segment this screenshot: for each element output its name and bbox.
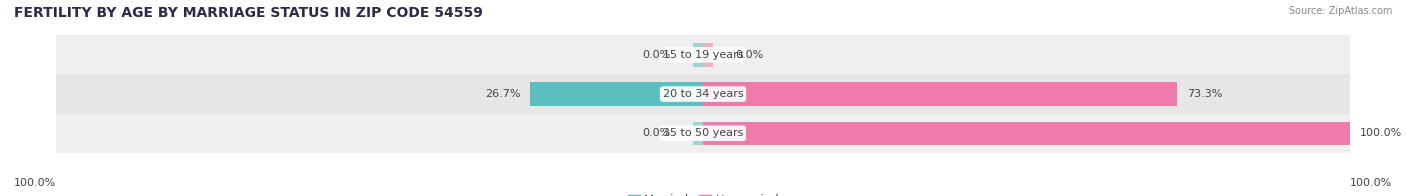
Text: 0.0%: 0.0% — [735, 50, 763, 60]
Text: FERTILITY BY AGE BY MARRIAGE STATUS IN ZIP CODE 54559: FERTILITY BY AGE BY MARRIAGE STATUS IN Z… — [14, 6, 482, 20]
Text: 100.0%: 100.0% — [14, 178, 56, 188]
Text: Source: ZipAtlas.com: Source: ZipAtlas.com — [1288, 6, 1392, 16]
Bar — [56, 35, 1350, 74]
Bar — [56, 114, 1350, 153]
Text: 100.0%: 100.0% — [1360, 128, 1402, 138]
Text: 0.0%: 0.0% — [643, 128, 671, 138]
Bar — [693, 43, 703, 67]
Text: 0.0%: 0.0% — [643, 50, 671, 60]
Bar — [703, 43, 713, 67]
Bar — [703, 122, 1350, 145]
Text: 73.3%: 73.3% — [1187, 89, 1222, 99]
Bar — [530, 82, 703, 106]
Text: 100.0%: 100.0% — [1350, 178, 1392, 188]
Bar — [56, 74, 1350, 114]
Bar — [693, 122, 703, 145]
Text: 26.7%: 26.7% — [485, 89, 520, 99]
Text: 15 to 19 years: 15 to 19 years — [662, 50, 744, 60]
Legend: Married, Unmarried: Married, Unmarried — [623, 189, 783, 196]
Bar — [703, 82, 1177, 106]
Text: 20 to 34 years: 20 to 34 years — [662, 89, 744, 99]
Text: 35 to 50 years: 35 to 50 years — [662, 128, 744, 138]
